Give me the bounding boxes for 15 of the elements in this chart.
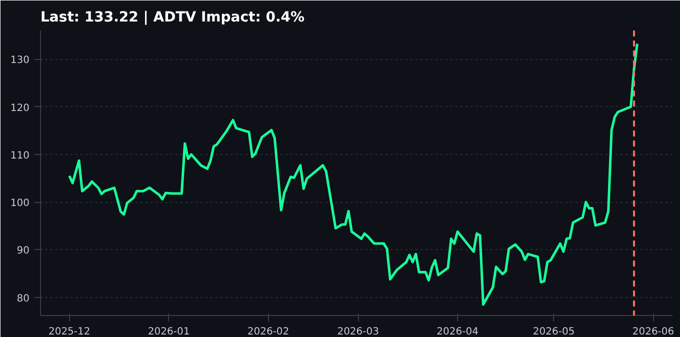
x-tick-label: 2025-12 [48, 326, 90, 337]
line-series [68, 42, 638, 306]
y-tick-label: 130 [10, 55, 30, 66]
y-tick-label: 100 [10, 198, 30, 210]
x-tick-label: 2026-03 [337, 326, 380, 337]
x-tick-label: 2026-01 [148, 326, 190, 337]
y-tick-label: 80 [16, 293, 30, 304]
x-tick-label: 2026-04 [436, 326, 478, 337]
y-tick-label: 110 [10, 150, 30, 162]
chart-title: Last: 133.22 | ADTV Impact: 0.4% [40, 10, 305, 26]
x-tick-label: 2026-05 [532, 326, 575, 337]
y-tick-label: 120 [10, 102, 30, 114]
x-tick-label: 2026-02 [247, 326, 290, 337]
x-tick-label: 2026-06 [632, 326, 674, 337]
y-tick-label: 90 [16, 246, 30, 257]
